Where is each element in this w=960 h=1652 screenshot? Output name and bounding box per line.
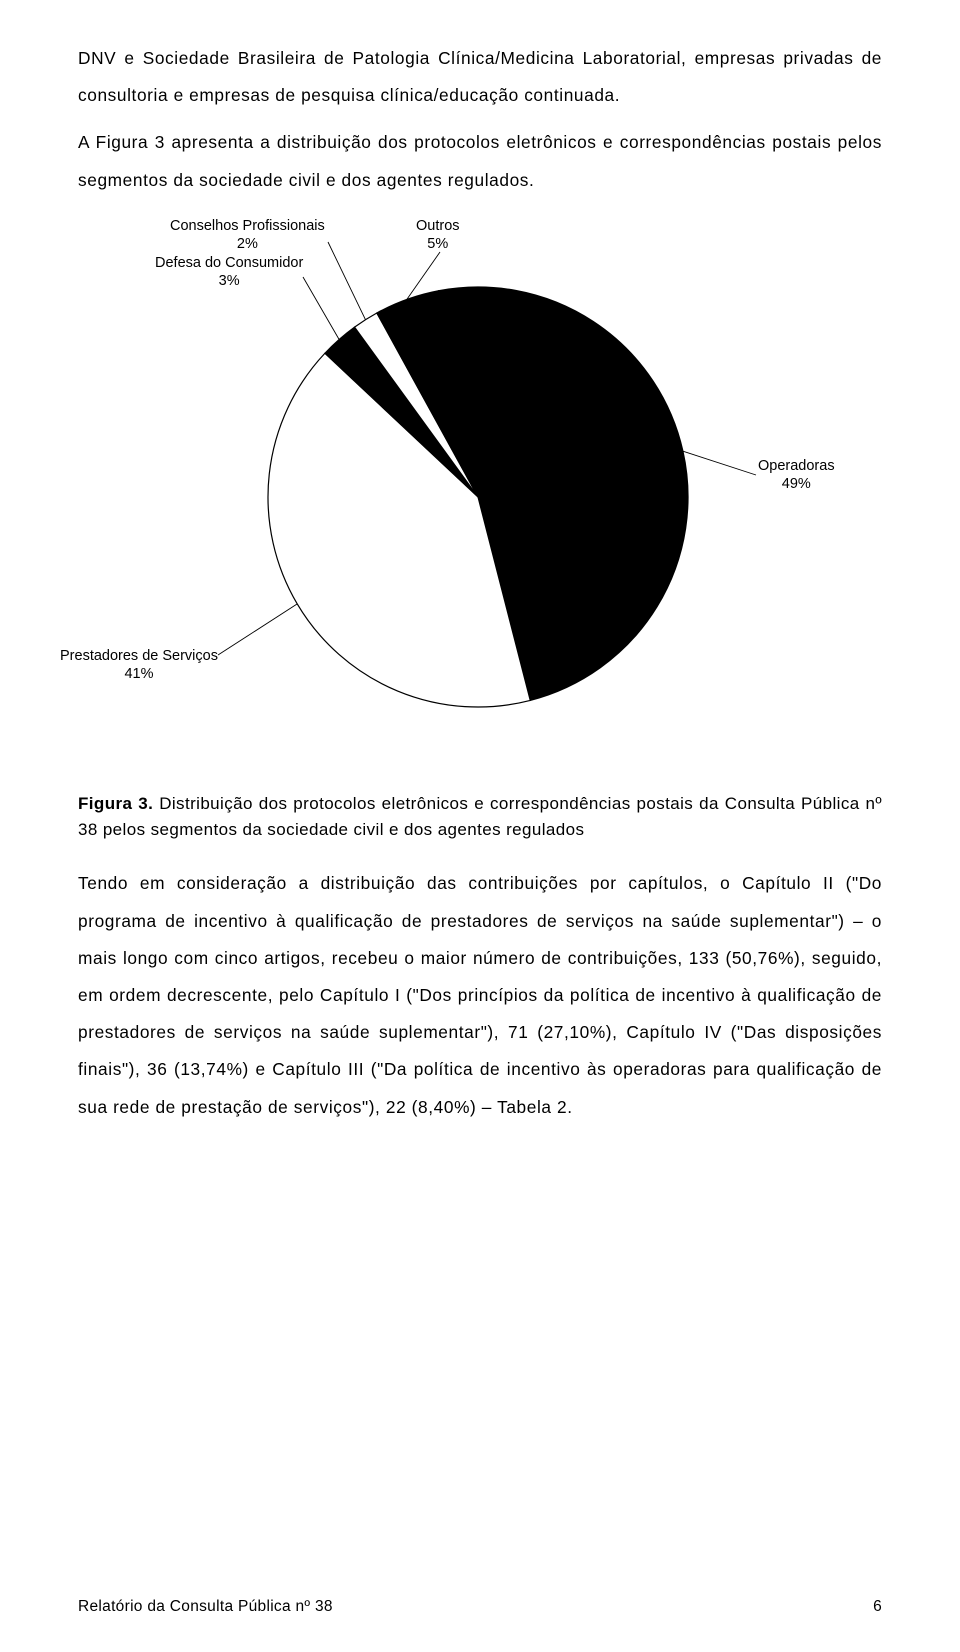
label-prestadores-name: Prestadores de Serviços <box>60 648 218 664</box>
label-operadoras-pct: 49% <box>782 476 811 492</box>
paragraph-1: DNV e Sociedade Brasileira de Patologia … <box>78 40 882 114</box>
label-prestadores: Prestadores de Serviços 41% <box>60 647 218 683</box>
paragraph-3: Tendo em consideração a distribuição das… <box>78 865 882 1125</box>
pie-chart: Conselhos Profissionais 2% Defesa do Con… <box>78 217 882 767</box>
label-defesa: Defesa do Consumidor 3% <box>155 254 303 290</box>
label-conselhos: Conselhos Profissionais 2% <box>170 217 325 253</box>
chart-labels: Conselhos Profissionais 2% Defesa do Con… <box>78 217 882 767</box>
footer-left: Relatório da Consulta Pública nº 38 <box>78 1598 333 1616</box>
label-conselhos-name: Conselhos Profissionais <box>170 218 325 234</box>
label-defesa-pct: 3% <box>219 273 240 289</box>
label-outros: Outros 5% <box>416 217 460 253</box>
page: DNV e Sociedade Brasileira de Patologia … <box>0 0 960 1652</box>
label-defesa-name: Defesa do Consumidor <box>155 255 303 271</box>
page-footer: Relatório da Consulta Pública nº 38 6 <box>78 1598 882 1616</box>
body-text-bottom: Tendo em consideração a distribuição das… <box>78 865 882 1125</box>
figure-3-caption: Figura 3. Distribuição dos protocolos el… <box>78 791 882 844</box>
paragraph-2: A Figura 3 apresenta a distribuição dos … <box>78 124 882 198</box>
label-conselhos-pct: 2% <box>237 236 258 252</box>
label-operadoras: Operadoras 49% <box>758 457 835 493</box>
label-operadoras-name: Operadoras <box>758 458 835 474</box>
figure-3-rest: Distribuição dos protocolos eletrônicos … <box>78 794 882 839</box>
label-outros-pct: 5% <box>427 236 448 252</box>
label-outros-name: Outros <box>416 218 460 234</box>
footer-page-number: 6 <box>873 1598 882 1616</box>
figure-3-lead: Figura 3. <box>78 794 153 813</box>
label-prestadores-pct: 41% <box>124 666 153 682</box>
body-text-top: DNV e Sociedade Brasileira de Patologia … <box>78 40 882 199</box>
